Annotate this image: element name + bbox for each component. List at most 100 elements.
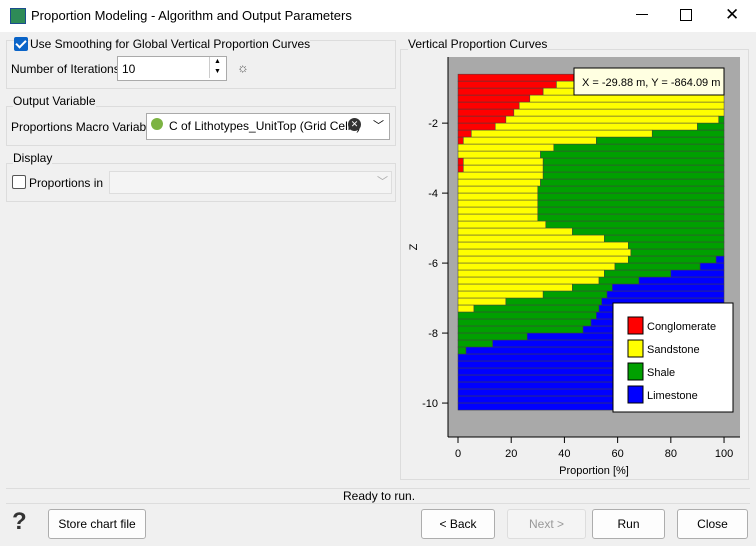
hint-icon[interactable]: ☼ — [237, 60, 249, 75]
status: Ready to run. — [343, 489, 416, 503]
x-tick-label: 0 — [455, 448, 461, 460]
tooltip-text: X = -29.88 m, Y = -864.09 m — [582, 77, 720, 89]
bar-segment — [457, 346, 467, 355]
bar-segment — [457, 255, 629, 264]
bar-segment — [628, 255, 717, 264]
spinner[interactable]: ▲ ▼ — [209, 57, 225, 78]
bar-segment — [457, 325, 584, 334]
output-title: Output Variable — [13, 94, 96, 108]
bar-segment — [553, 143, 725, 152]
bar-segment — [505, 115, 719, 124]
y-tick-label: -8 — [428, 328, 438, 340]
bar-segment — [457, 220, 547, 229]
legend: Conglomerate Sandstone Shale Limestone — [612, 302, 734, 413]
title-bar — [0, 0, 756, 32]
bar-segment — [457, 108, 515, 117]
back-label: < Back — [439, 517, 477, 531]
y-tick-label: -4 — [428, 188, 438, 200]
bar-segment — [699, 262, 725, 271]
bar-segment — [457, 276, 600, 285]
bar-segment — [537, 206, 725, 215]
clear-button[interactable]: ✕ — [348, 118, 361, 131]
y-axis-label: Z — [408, 243, 420, 250]
run-button[interactable]: Run — [592, 509, 665, 539]
x-tick-label: 60 — [611, 448, 623, 460]
legend-swatch — [627, 385, 644, 404]
maximize[interactable] — [680, 9, 692, 21]
bar-segment — [542, 157, 725, 166]
bar-segment — [537, 199, 725, 208]
bar-segment — [718, 115, 725, 124]
bar-segment — [542, 164, 725, 173]
store-button[interactable]: Store chart file — [48, 509, 146, 539]
bar-segment — [457, 269, 605, 278]
iterations-label: Number of Iterations — [11, 62, 120, 76]
bar-segment — [457, 178, 541, 187]
iterations-value: 10 — [122, 62, 136, 76]
store-label: Store chart file — [58, 517, 136, 531]
bar-segment — [518, 101, 725, 110]
bar-segment — [697, 122, 725, 131]
bar-segment — [457, 73, 576, 82]
bar-segment — [457, 101, 520, 110]
bar-segment — [457, 115, 507, 124]
minimize[interactable] — [636, 14, 648, 15]
x-axis-label: Proportion [%] — [559, 465, 629, 477]
bar-segment — [457, 318, 592, 327]
app-icon — [10, 8, 26, 24]
run-label: Run — [617, 517, 640, 531]
bar-segment — [457, 290, 544, 299]
legend-swatch — [627, 316, 644, 335]
close-window[interactable]: ✕ — [725, 5, 740, 24]
bar-segment — [457, 129, 472, 138]
x-tick-label: 100 — [715, 448, 733, 460]
y-tick-label: -10 — [422, 398, 438, 410]
dropdown-arrow[interactable]: ﹀ — [373, 120, 384, 132]
bar-segment — [457, 136, 464, 145]
bar-segment — [540, 178, 725, 187]
macro-label: Proportions Macro Variable — [11, 120, 156, 134]
smoothing-checkbox[interactable] — [14, 37, 28, 51]
group-display — [6, 163, 396, 202]
bar-segment — [614, 262, 701, 271]
x-tick-label: 40 — [558, 448, 570, 460]
iterations-input[interactable] — [117, 56, 227, 81]
help-icon[interactable]: ? — [12, 508, 27, 535]
bar-segment — [457, 192, 539, 201]
proportions-checkbox[interactable] — [12, 175, 26, 189]
bar-segment — [473, 304, 600, 313]
bar-segment — [628, 241, 725, 250]
next-button: Next > — [507, 509, 586, 539]
bar-segment — [638, 276, 725, 285]
bar-segment — [457, 122, 496, 131]
separator — [6, 488, 750, 489]
bar-segment — [457, 248, 632, 257]
display-title: Display — [13, 151, 53, 165]
macro-value: C of Lithotypes_UnitTop (Grid Cells) — [169, 119, 361, 133]
bar-segment — [670, 269, 725, 278]
window-title: Proportion Modeling - Algorithm and Outp… — [31, 8, 352, 23]
bar-segment — [457, 80, 557, 89]
bar-segment — [463, 157, 544, 166]
bar-segment — [457, 304, 475, 313]
close-button[interactable]: Close — [677, 509, 748, 539]
bar-segment — [457, 199, 539, 208]
bar-segment — [537, 192, 725, 201]
bar-segment — [505, 297, 602, 306]
bar-segment — [572, 283, 613, 292]
bar-segment — [457, 241, 629, 250]
bar-segment — [630, 248, 725, 257]
bar-segment — [457, 227, 573, 236]
bar-segment — [715, 255, 725, 264]
back-button[interactable]: < Back — [421, 509, 495, 539]
bar-segment — [457, 297, 507, 306]
group-output — [6, 106, 396, 146]
bar-segment — [457, 206, 539, 215]
bar-segment — [606, 290, 725, 299]
legend-label: Conglomerate — [647, 321, 716, 333]
legend-swatch — [627, 339, 644, 358]
bar-segment — [604, 269, 672, 278]
bar-segment — [457, 234, 605, 243]
smoothing-label: Use Smoothing for Global Vertical Propor… — [30, 37, 311, 51]
bar-segment — [457, 185, 539, 194]
